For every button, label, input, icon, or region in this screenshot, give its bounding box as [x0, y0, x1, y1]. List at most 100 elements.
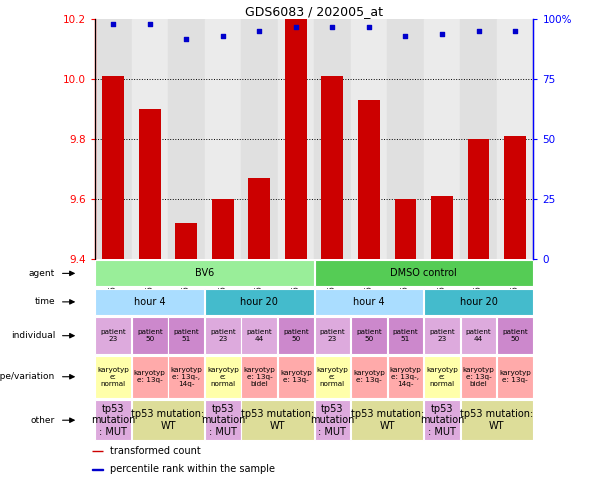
Text: BV6: BV6 [195, 269, 214, 278]
Text: hour 4: hour 4 [134, 297, 166, 307]
Bar [314, 400, 350, 440]
Point [510, 28, 520, 35]
Text: karyotyp
e: 13q-
bidel: karyotyp e: 13q- bidel [243, 367, 275, 387]
Point [437, 30, 447, 38]
Bar [169, 317, 204, 354]
Point [327, 23, 337, 30]
Point [400, 32, 410, 40]
Bar [468, 139, 489, 259]
Bar [431, 197, 453, 259]
Bar [168, 19, 205, 259]
Text: patient
50: patient 50 [356, 329, 382, 342]
Bar [205, 356, 241, 398]
Text: tp53
mutation
: MUT: tp53 mutation : MUT [310, 404, 354, 437]
Bar [175, 223, 197, 259]
Bar [205, 400, 241, 440]
Bar [242, 400, 314, 440]
Title: GDS6083 / 202005_at: GDS6083 / 202005_at [245, 5, 383, 18]
Bar [132, 400, 204, 440]
Bar [424, 317, 460, 354]
Bar [460, 317, 497, 354]
Bar [241, 19, 278, 259]
Point [181, 35, 191, 43]
Bar [424, 400, 460, 440]
Text: karyotyp
e: 13q-: karyotyp e: 13q- [499, 370, 531, 383]
Text: karyotyp
e: 13q-: karyotyp e: 13q- [280, 370, 312, 383]
Bar [132, 356, 168, 398]
Bar [387, 356, 424, 398]
Text: tp53 mutation:
WT: tp53 mutation: WT [131, 410, 205, 431]
Bar [424, 356, 460, 398]
Bar [314, 19, 351, 259]
Text: tp53
mutation
: MUT: tp53 mutation : MUT [91, 404, 135, 437]
Bar [321, 76, 343, 259]
Bar [96, 288, 204, 315]
Bar [504, 136, 526, 259]
Bar [314, 288, 424, 315]
Bar [132, 19, 168, 259]
Bar [460, 400, 533, 440]
Text: karyotyp
e:
normal: karyotyp e: normal [426, 367, 458, 387]
Text: patient
23: patient 23 [101, 329, 126, 342]
Bar [92, 451, 103, 452]
Bar [497, 356, 533, 398]
Bar [351, 356, 387, 398]
Bar [387, 19, 424, 259]
Bar [95, 19, 132, 259]
Bar [314, 317, 350, 354]
Text: other: other [31, 416, 55, 425]
Text: tp53
mutation
: MUT: tp53 mutation : MUT [420, 404, 464, 437]
Bar [212, 199, 234, 259]
Bar [351, 317, 387, 354]
Text: DMSO control: DMSO control [390, 269, 457, 278]
Text: genotype/variation: genotype/variation [0, 372, 55, 381]
Text: patient
50: patient 50 [137, 329, 162, 342]
Bar [424, 288, 533, 315]
Bar [242, 356, 277, 398]
Text: karyotyp
e: 13q-
bidel: karyotyp e: 13q- bidel [463, 367, 495, 387]
Text: time: time [34, 298, 55, 306]
Bar [497, 19, 533, 259]
Text: tp53
mutation
: MUT: tp53 mutation : MUT [200, 404, 245, 437]
Bar [460, 356, 497, 398]
Bar [102, 76, 124, 259]
Bar [278, 356, 314, 398]
Point [109, 20, 118, 28]
Bar [314, 260, 533, 286]
Point [145, 20, 154, 28]
Bar [242, 317, 277, 354]
Text: hour 20: hour 20 [460, 297, 498, 307]
Point [218, 32, 228, 40]
Text: tp53 mutation:
WT: tp53 mutation: WT [241, 410, 314, 431]
Bar [169, 356, 204, 398]
Text: karyotyp
e: 13q-: karyotyp e: 13q- [353, 370, 385, 383]
Bar [278, 19, 314, 259]
Text: individual: individual [11, 331, 55, 340]
Bar [96, 317, 131, 354]
Text: hour 20: hour 20 [240, 297, 278, 307]
Bar [96, 260, 314, 286]
Text: patient
50: patient 50 [502, 329, 528, 342]
Bar [387, 317, 424, 354]
Text: tp53 mutation:
WT: tp53 mutation: WT [351, 410, 424, 431]
Text: karyotyp
e: 13q-,
14q-: karyotyp e: 13q-, 14q- [389, 367, 421, 387]
Text: patient
50: patient 50 [283, 329, 309, 342]
Bar [96, 356, 131, 398]
Text: karyotyp
e:
normal: karyotyp e: normal [207, 367, 239, 387]
Text: tp53 mutation:
WT: tp53 mutation: WT [460, 410, 533, 431]
Point [254, 28, 264, 35]
Text: karyotyp
e:
normal: karyotyp e: normal [316, 367, 348, 387]
Text: patient
44: patient 44 [246, 329, 272, 342]
Text: patient
51: patient 51 [173, 329, 199, 342]
Bar [278, 317, 314, 354]
Text: patient
44: patient 44 [466, 329, 492, 342]
Bar [395, 199, 416, 259]
Point [474, 28, 484, 35]
Text: patient
23: patient 23 [429, 329, 455, 342]
Bar [314, 356, 350, 398]
Text: patient
23: patient 23 [210, 329, 236, 342]
Bar [248, 178, 270, 259]
Bar [358, 100, 380, 259]
Text: karyotyp
e: 13q-: karyotyp e: 13q- [134, 370, 166, 383]
Point [364, 23, 374, 30]
